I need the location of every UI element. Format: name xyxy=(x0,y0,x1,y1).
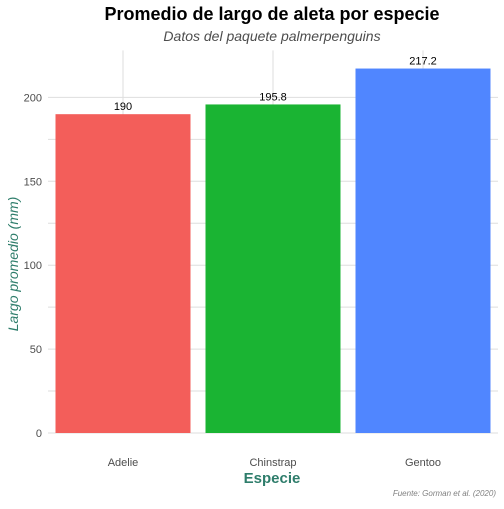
y-tick-label: 150 xyxy=(24,176,42,188)
data-label-adelie: 190 xyxy=(114,101,132,113)
data-label-gentoo: 217.2 xyxy=(409,56,437,68)
bar-gentoo xyxy=(355,68,491,434)
x-axis-title: Especie xyxy=(244,470,301,487)
y-axis-title: Largo promedio (mm) xyxy=(5,197,21,332)
bar-chinstrap xyxy=(205,104,341,433)
bars xyxy=(55,68,491,434)
chart-title: Promedio de largo de aleta por especie xyxy=(104,4,439,24)
x-tick-label: Gentoo xyxy=(405,457,441,469)
y-tick-label: 50 xyxy=(30,344,42,356)
chart-caption: Fuente: Gorman et al. (2020) xyxy=(393,489,497,498)
y-tick-label: 0 xyxy=(36,428,42,440)
x-axis: Adelie Chinstrap Gentoo xyxy=(108,457,441,469)
data-label-chinstrap: 195.8 xyxy=(259,91,287,103)
bar-adelie xyxy=(55,114,191,434)
y-tick-label: 100 xyxy=(24,260,42,272)
x-tick-label: Chinstrap xyxy=(249,457,296,469)
y-tick-label: 200 xyxy=(24,92,42,104)
data-labels: 190 195.8 217.2 xyxy=(114,56,437,114)
y-axis: 0 50 100 150 200 xyxy=(24,92,42,440)
x-tick-label: Adelie xyxy=(108,457,139,469)
chart-subtitle: Datos del paquete palmerpenguins xyxy=(163,28,380,44)
